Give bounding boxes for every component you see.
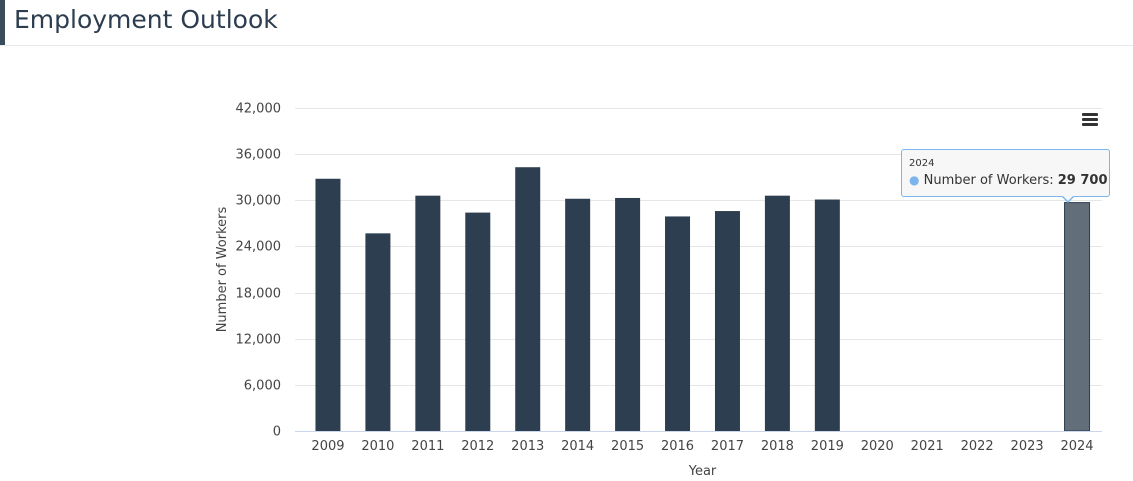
x-tick-label: 2013 xyxy=(511,439,544,454)
y-tick-label: 24,000 xyxy=(236,240,282,255)
hamburger-menu-icon xyxy=(1082,113,1098,116)
tooltip-value: 29 700 xyxy=(1057,173,1108,188)
y-tick-label: 30,000 xyxy=(236,194,282,209)
x-axis-title: Year xyxy=(688,464,717,477)
bar-2013[interactable] xyxy=(515,167,541,431)
series-dot-icon: ● xyxy=(909,173,920,187)
page-header: Employment Outlook xyxy=(0,0,1133,46)
x-tick-label: 2023 xyxy=(1011,439,1044,454)
y-axis-title: Number of Workers xyxy=(215,206,230,332)
y-tick-label: 42,000 xyxy=(236,102,282,117)
y-tick-label: 6,000 xyxy=(244,379,281,394)
hamburger-menu-icon xyxy=(1082,123,1098,126)
bar-2018[interactable] xyxy=(764,195,790,431)
x-tick-label: 2020 xyxy=(861,439,894,454)
bar-2016[interactable] xyxy=(665,216,691,431)
x-tick-label: 2012 xyxy=(461,439,494,454)
hamburger-menu-icon xyxy=(1082,118,1098,121)
bar-2010[interactable] xyxy=(365,233,391,431)
tooltip-row: ● Number of Workers: 29 700 xyxy=(909,170,1108,191)
x-tick-label: 2018 xyxy=(761,439,794,454)
bar-2019[interactable] xyxy=(814,199,840,431)
x-axis-ticks: 2009 2010 2011 2012 2013 2014 2015 2016 2017 2018… xyxy=(311,439,1093,454)
grid-lines xyxy=(295,108,1102,386)
tooltip-label: Number of Workers: xyxy=(923,173,1054,188)
x-tick-label: 2010 xyxy=(361,439,394,454)
bar-2012[interactable] xyxy=(465,212,491,431)
bars xyxy=(315,167,1091,432)
bar-2017[interactable] xyxy=(714,211,740,431)
x-tick-label: 2019 xyxy=(811,439,844,454)
tooltip-pointer-inner xyxy=(1062,195,1074,201)
y-tick-label: 0 xyxy=(273,425,281,440)
chart-tooltip: 2024 ● Number of Workers: 29 700 xyxy=(901,149,1110,197)
x-tick-label: 2024 xyxy=(1060,439,1093,454)
x-tick-label: 2017 xyxy=(711,439,744,454)
bar-2015[interactable] xyxy=(615,197,641,431)
x-tick-label: 2009 xyxy=(311,439,344,454)
y-tick-label: 36,000 xyxy=(236,148,282,163)
y-tick-label: 18,000 xyxy=(236,287,282,302)
tooltip-header: 2024 xyxy=(909,158,935,169)
x-tick-label: 2021 xyxy=(911,439,944,454)
y-tick-label: 12,000 xyxy=(236,333,282,348)
page-title: Employment Outlook xyxy=(14,5,278,34)
x-tick-label: 2014 xyxy=(561,439,594,454)
x-tick-label: 2016 xyxy=(661,439,694,454)
x-tick-label: 2015 xyxy=(611,439,644,454)
y-axis-ticks: 0 6,000 12,000 18,000 24,000 30,000 36,000 42,0… xyxy=(236,102,282,440)
chart-menu-button[interactable] xyxy=(1076,107,1104,133)
header-accent-bar xyxy=(0,0,5,45)
bar-2009[interactable] xyxy=(315,178,341,431)
bar-2011[interactable] xyxy=(415,195,441,431)
bar-2024[interactable] xyxy=(1064,202,1091,432)
x-tick-label: 2022 xyxy=(961,439,994,454)
x-tick-label: 2011 xyxy=(411,439,444,454)
bar-2014[interactable] xyxy=(565,198,591,431)
